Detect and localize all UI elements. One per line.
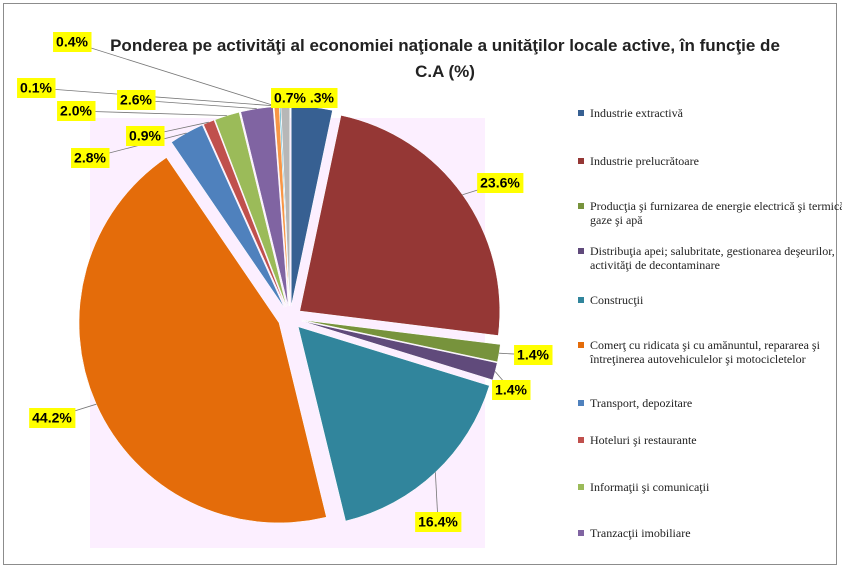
legend-marker <box>578 297 584 303</box>
legend-item: Producţia şi furnizarea de energie elect… <box>578 199 842 227</box>
legend-item: Hoteluri şi restaurante <box>578 433 842 447</box>
leader-line <box>71 41 277 107</box>
legend-label: Hoteluri şi restaurante <box>590 433 697 447</box>
pie-slice <box>78 157 327 524</box>
data-label-bg <box>126 126 165 146</box>
data-label: 0.1% <box>20 80 52 96</box>
data-label: 2.0% <box>60 103 92 119</box>
data-label-bg <box>57 101 96 121</box>
data-label-bg <box>477 173 524 193</box>
pie-slice <box>299 115 501 336</box>
data-label: 16.4% <box>418 514 458 530</box>
legend-label: Industrie extractivă <box>590 106 683 120</box>
data-label-bg <box>71 148 110 168</box>
data-label-bg <box>17 78 56 98</box>
data-label: 0.9% <box>129 128 161 144</box>
legend-marker <box>578 400 584 406</box>
data-label-bg <box>29 408 76 428</box>
data-label: 0.4% <box>56 34 88 50</box>
legend-item: Transport, depozitare <box>578 396 842 410</box>
legend-label: Transport, depozitare <box>590 396 693 410</box>
legend-label: Producţia şi furnizarea de energie elect… <box>590 199 842 227</box>
legend-marker <box>578 342 584 348</box>
data-label: 0.7% <box>274 90 306 106</box>
data-label: 2.6% <box>120 92 152 108</box>
legend-item: Distribuţia apei; salubritate, gestionar… <box>578 244 842 272</box>
legend-marker <box>578 158 584 164</box>
legend-item: Industrie extractivă <box>578 106 842 120</box>
pie-slice <box>301 320 498 381</box>
legend-label: Informaţii şi comunicaţii <box>590 480 710 494</box>
legend-label: Industrie prelucrătoare <box>590 154 699 168</box>
legend-marker <box>578 530 584 536</box>
legend-item: Comerţ cu ridicata şi cu amănuntul, repa… <box>578 338 842 366</box>
data-label: 2.8% <box>74 150 106 166</box>
legend-label: Construcţii <box>590 293 644 307</box>
legend-item: Industrie prelucrătoare <box>578 154 842 168</box>
legend-item: Informaţii şi comunicaţii <box>578 480 842 494</box>
legend-label: Tranzacţii imobiliare <box>590 526 691 540</box>
leader-line <box>35 87 281 107</box>
leader-line <box>75 110 227 117</box>
data-label-bg <box>53 32 92 52</box>
legend-item: Tranzacţii imobiliare <box>578 526 842 540</box>
data-label-bg <box>117 90 156 110</box>
pie-slice <box>214 111 287 307</box>
chart-frame <box>3 3 837 565</box>
legend-marker <box>578 110 584 116</box>
legend-marker <box>578 248 584 254</box>
data-label-bg <box>271 88 310 108</box>
data-label-bg <box>514 345 553 365</box>
legend-label: Distribuţia apei; salubritate, gestionar… <box>590 244 835 272</box>
data-label: 1.4% <box>517 347 549 363</box>
leader-line <box>135 99 257 110</box>
data-label-bg <box>415 512 462 532</box>
legend-item: Construcţii <box>578 293 842 307</box>
data-label-bg <box>492 380 531 400</box>
legend-marker <box>578 484 584 490</box>
data-label: 23.6% <box>480 175 520 191</box>
legend-marker <box>578 437 584 443</box>
data-label: 1.4% <box>495 382 527 398</box>
data-label: 3.3% <box>302 90 334 106</box>
legend-label: Comerţ cu ridicata şi cu amănuntul, repa… <box>590 338 820 366</box>
chart-title: Ponderea pe activităţi al economiei naţi… <box>110 36 780 81</box>
legend-marker <box>578 203 584 209</box>
data-label: 44.2% <box>32 410 72 426</box>
pie-slice <box>171 124 285 308</box>
